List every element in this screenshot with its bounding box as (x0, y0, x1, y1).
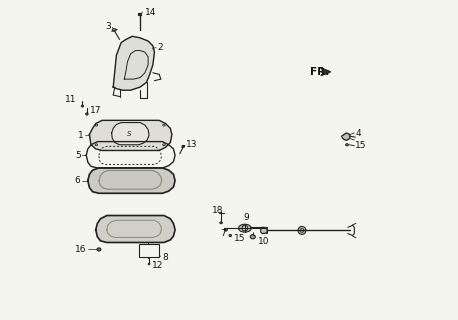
Text: 9: 9 (244, 212, 249, 222)
Text: 7: 7 (220, 229, 225, 238)
Polygon shape (99, 171, 162, 189)
Ellipse shape (298, 227, 306, 234)
Text: 13: 13 (186, 140, 198, 149)
Polygon shape (88, 168, 175, 193)
Polygon shape (112, 123, 149, 145)
Polygon shape (113, 36, 154, 90)
Text: 15: 15 (355, 141, 367, 150)
Text: 18: 18 (212, 206, 224, 215)
Text: 15: 15 (234, 234, 245, 243)
Text: 8: 8 (163, 253, 168, 262)
Text: 1: 1 (78, 131, 84, 140)
Text: 2: 2 (158, 43, 163, 52)
Ellipse shape (229, 234, 232, 236)
Text: 5: 5 (75, 151, 81, 160)
Text: 12: 12 (152, 261, 164, 270)
Text: 16: 16 (75, 245, 86, 254)
Text: S: S (127, 131, 131, 137)
Ellipse shape (86, 113, 88, 115)
Text: FR.: FR. (310, 67, 329, 77)
Ellipse shape (97, 248, 101, 251)
Text: 6: 6 (75, 176, 81, 185)
Text: 4: 4 (356, 129, 361, 138)
Ellipse shape (220, 222, 222, 224)
Text: 11: 11 (65, 95, 77, 104)
Polygon shape (107, 220, 161, 237)
Bar (139, 244, 159, 257)
Bar (138, 13, 142, 15)
Ellipse shape (148, 263, 150, 265)
Ellipse shape (82, 105, 83, 107)
Text: 3: 3 (105, 22, 111, 31)
Polygon shape (261, 227, 267, 234)
Ellipse shape (224, 228, 228, 231)
Ellipse shape (346, 144, 349, 146)
Polygon shape (96, 215, 175, 243)
Text: 14: 14 (145, 8, 156, 17)
Ellipse shape (250, 235, 255, 239)
Polygon shape (321, 68, 331, 76)
Polygon shape (342, 133, 350, 140)
Text: 17: 17 (90, 106, 102, 115)
Polygon shape (89, 120, 172, 150)
Text: 10: 10 (257, 237, 269, 246)
Ellipse shape (239, 224, 251, 232)
